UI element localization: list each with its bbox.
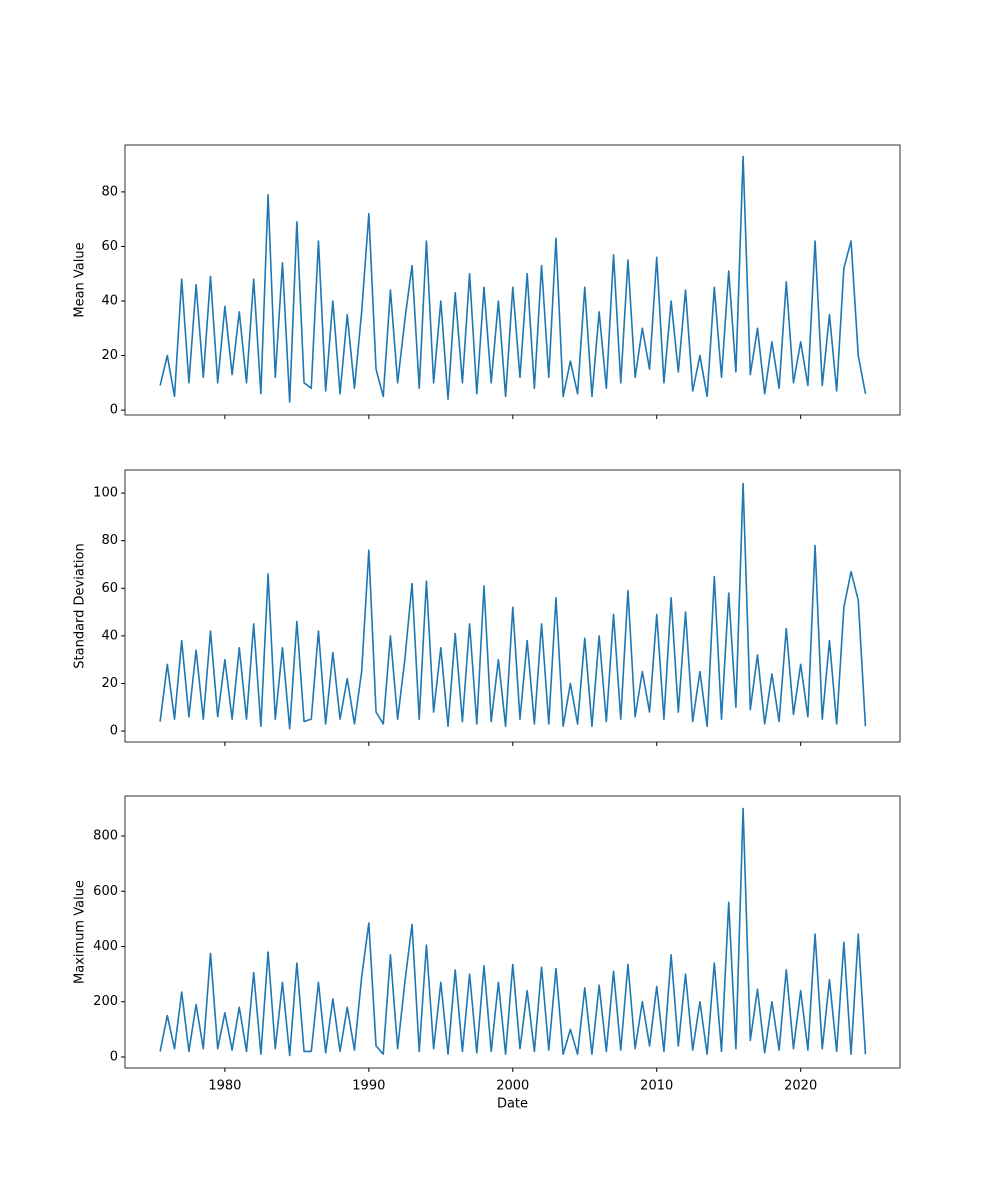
data-line xyxy=(159,807,867,1057)
y-tick-label: 800 xyxy=(93,829,118,844)
y-tick-label: 100 xyxy=(93,486,118,501)
y-tick-label: 40 xyxy=(101,628,118,643)
data-line xyxy=(159,482,867,730)
y-tick-label: 40 xyxy=(101,294,118,309)
x-tick-label: 2020 xyxy=(784,1079,817,1094)
x-tick-label: 1990 xyxy=(352,1079,385,1094)
y-axis-label: Maximum Value xyxy=(73,880,88,984)
axes-frame xyxy=(124,144,901,416)
y-tick-label: 400 xyxy=(93,939,118,954)
x-axis-label: Date xyxy=(497,1097,528,1112)
x-tick-label: 1980 xyxy=(208,1079,241,1094)
axes-frame xyxy=(124,469,901,743)
data-line xyxy=(159,155,867,403)
axes-frame xyxy=(124,795,901,1069)
y-tick-label: 200 xyxy=(93,994,118,1009)
y-tick-label: 80 xyxy=(101,184,118,199)
x-tick-label: 2000 xyxy=(496,1079,529,1094)
y-tick-label: 20 xyxy=(101,676,118,691)
y-axis-label: Standard Deviation xyxy=(73,543,88,668)
y-tick-label: 60 xyxy=(101,239,118,254)
y-axis-label: Mean Value xyxy=(73,242,88,317)
y-tick-label: 80 xyxy=(101,533,118,548)
y-tick-label: 600 xyxy=(93,884,118,899)
x-tick-label: 2010 xyxy=(640,1079,673,1094)
y-tick-label: 20 xyxy=(101,348,118,363)
y-tick-label: 0 xyxy=(110,403,118,418)
y-tick-label: 0 xyxy=(110,1049,118,1064)
y-tick-label: 0 xyxy=(110,724,118,739)
y-tick-label: 60 xyxy=(101,581,118,596)
